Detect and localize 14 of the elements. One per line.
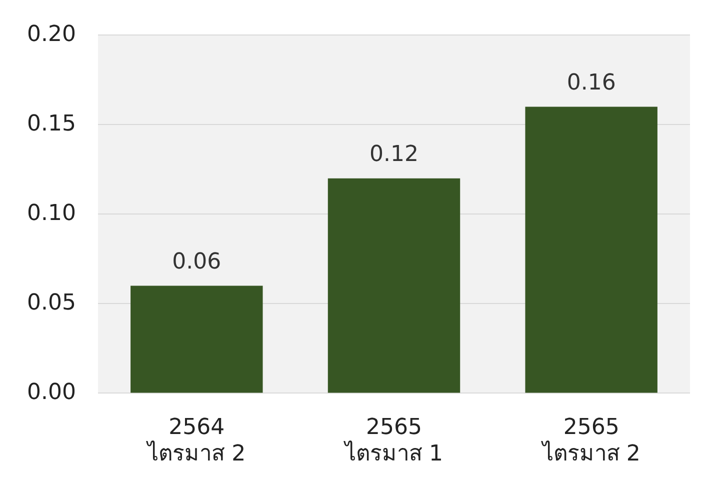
x-tick-label: 2565 ไตรมาส 1 [342, 415, 443, 467]
bar [130, 286, 263, 393]
y-tick-label: 0.15 [27, 111, 76, 136]
y-tick-label: 0.10 [27, 200, 76, 226]
bar [525, 106, 658, 393]
data-label: 0.12 [370, 142, 418, 168]
data-label: 0.06 [172, 250, 222, 275]
bar [328, 178, 460, 393]
data-label: 0.16 [566, 70, 616, 96]
y-tick-label: 0.05 [27, 290, 76, 316]
x-tick-label: 2565 ไตรมาส 2 [540, 415, 640, 467]
y-tick-label: 0.20 [27, 22, 76, 47]
x-tick-label: 2564 ไตรมาส 2 [146, 415, 246, 467]
y-tick-label: 0.00 [27, 380, 76, 405]
